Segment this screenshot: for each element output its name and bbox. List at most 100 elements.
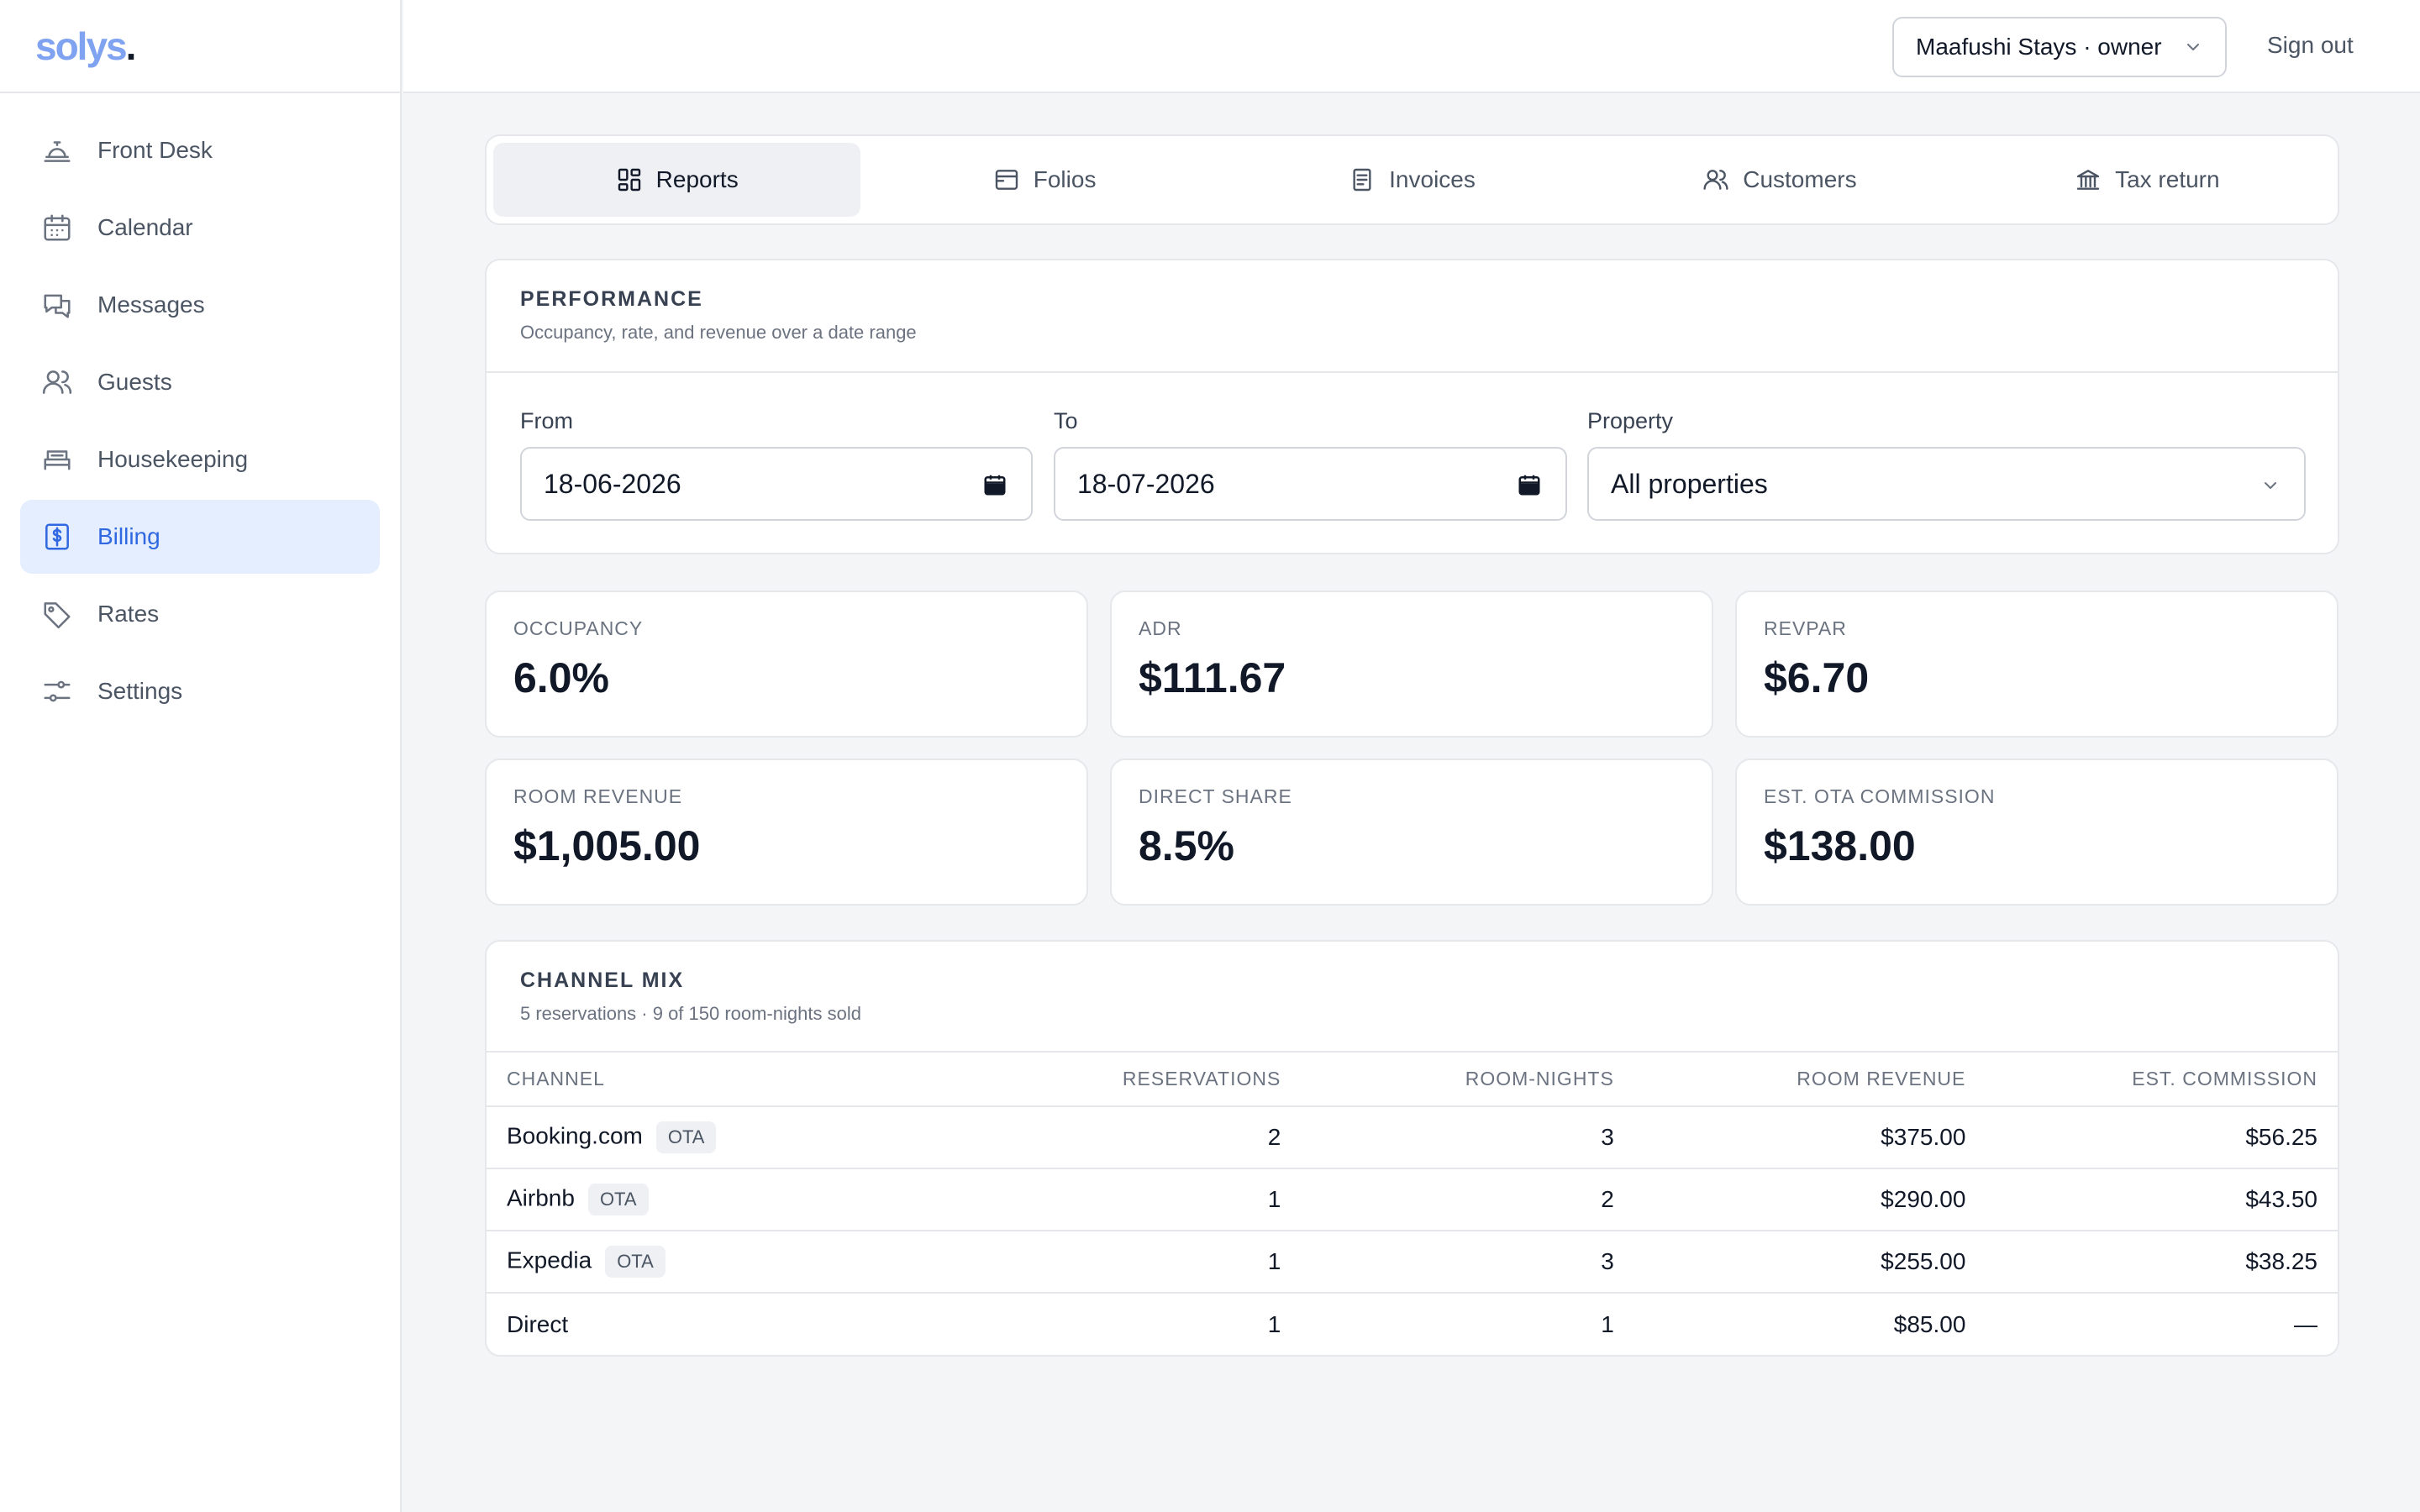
metric-label: EST. OTA COMMISSION (1764, 785, 1996, 807)
metric-label: DIRECT SHARE (1139, 785, 1292, 807)
sidebar-item-messages[interactable]: Messages (20, 268, 380, 342)
sidebar: solys. Front Desk Calendar Messages Gues… (0, 0, 402, 1512)
property-select[interactable]: All properties (1587, 447, 2306, 521)
table-row: Direct 1 1 $85.00 — (487, 1293, 2338, 1355)
calendar-icon[interactable] (982, 472, 1007, 497)
users-icon (40, 365, 74, 399)
sign-out-link[interactable]: Sign out (2267, 32, 2354, 58)
channel-mix-subtitle: 5 reservations · 9 of 150 room-nights so… (520, 1003, 861, 1024)
channel-name: Airbnb (507, 1184, 575, 1211)
ota-badge: OTA (587, 1184, 649, 1215)
from-date-value: 18-06-2026 (544, 468, 681, 499)
channel-mix-card: CHANNEL MIX 5 reservations · 9 of 150 ro… (485, 940, 2339, 1357)
room-revenue-cell: $85.00 (1893, 1310, 1966, 1337)
room-nights-cell: 1 (1601, 1310, 1614, 1337)
tab-label: Invoices (1389, 166, 1476, 192)
calendar-icon (40, 211, 74, 244)
bank-icon (2075, 166, 2102, 193)
commission-cell: $43.50 (1986, 1168, 2338, 1231)
tab-label: Folios (1033, 166, 1097, 192)
ota-badge: OTA (605, 1246, 666, 1278)
metric-card-ota-commission: EST. OTA COMMISSION $138.00 (1735, 759, 2338, 906)
account-selector-value: Maafushi Stays · owner (1916, 34, 2162, 60)
column-header-est-commission: EST. COMMISSION (1986, 1053, 2338, 1107)
metric-label: ROOM REVENUE (513, 785, 683, 807)
performance-header: PERFORMANCE Occupancy, rate, and revenue… (487, 260, 2338, 373)
sidebar-item-label: Billing (97, 523, 160, 549)
metric-card-direct-share: DIRECT SHARE 8.5% (1110, 759, 1713, 906)
room-nights-cell: 3 (1301, 1106, 1634, 1169)
column-header-room-revenue: ROOM REVENUE (1634, 1053, 1986, 1107)
bell-icon (40, 134, 74, 167)
tab-tax-return[interactable]: Tax return (1964, 143, 2331, 217)
from-label: From (520, 408, 573, 433)
tab-label: Tax return (2115, 166, 2220, 192)
metric-card-revpar: REVPAR $6.70 (1735, 591, 2338, 738)
account-selector[interactable]: Maafushi Stays · owner (1892, 17, 2227, 77)
tab-invoices[interactable]: Invoices (1228, 143, 1596, 217)
column-header-channel: CHANNEL (487, 1053, 1005, 1107)
calendar-icon[interactable] (1517, 472, 1542, 497)
sidebar-item-housekeeping[interactable]: Housekeeping (20, 423, 380, 496)
folio-icon (993, 166, 1020, 193)
brand-logo[interactable]: solys. (0, 0, 400, 93)
channel-mix-table: CHANNEL RESERVATIONS ROOM-NIGHTS ROOM RE… (487, 1053, 2338, 1355)
receipt-dollar-icon (40, 520, 74, 554)
channel-cell: Airbnb OTA (487, 1168, 1005, 1231)
channel-cell: Expedia OTA (487, 1231, 1005, 1294)
channel-name: Expedia (507, 1247, 592, 1273)
channel-cell: Booking.com OTA (487, 1106, 1005, 1169)
performance-title: PERFORMANCE (520, 287, 703, 311)
metric-value: $138.00 (1764, 822, 1916, 869)
reservations-cell: 1 (1267, 1310, 1281, 1337)
metric-label: OCCUPANCY (513, 617, 644, 639)
sidebar-item-billing[interactable]: Billing (20, 500, 380, 574)
metric-value: $111.67 (1139, 654, 1286, 701)
metric-value: 6.0% (513, 654, 609, 701)
commission-cell: $56.25 (1986, 1106, 2338, 1169)
sidebar-item-calendar[interactable]: Calendar (20, 191, 380, 265)
grid-icon (616, 166, 643, 193)
chevron-down-icon (2265, 482, 2276, 489)
table-row: Expedia OTA 1 3 $255.00 $38.25 (487, 1231, 2338, 1294)
tag-icon (40, 597, 74, 631)
from-date-input[interactable]: 18-06-2026 (520, 447, 1033, 521)
channel-name: Booking.com (507, 1122, 643, 1149)
room-nights-cell: 3 (1301, 1231, 1634, 1294)
metric-value: $1,005.00 (513, 822, 701, 869)
metric-label: ADR (1139, 617, 1182, 639)
table-row: Booking.com OTA 2 3 $375.00 $56.25 (487, 1106, 2338, 1169)
tab-label: Customers (1743, 166, 1857, 192)
sidebar-item-front-desk[interactable]: Front Desk (20, 113, 380, 187)
room-revenue-cell: $255.00 (1634, 1231, 1986, 1294)
channel-cell: Direct (487, 1293, 1005, 1355)
performance-subtitle: Occupancy, rate, and revenue over a date… (520, 322, 917, 343)
commission-cell: — (2294, 1310, 2317, 1337)
column-header-reservations: RESERVATIONS (1004, 1053, 1302, 1107)
sidebar-item-label: Housekeeping (97, 446, 249, 472)
tab-folios[interactable]: Folios (860, 143, 1228, 217)
document-icon (1349, 166, 1376, 193)
tab-reports[interactable]: Reports (493, 143, 861, 217)
tab-customers[interactable]: Customers (1596, 143, 1963, 217)
sidebar-item-guests[interactable]: Guests (20, 345, 380, 419)
sidebar-item-label: Front Desk (97, 137, 213, 163)
metric-label: REVPAR (1764, 617, 1847, 639)
ota-badge: OTA (655, 1121, 717, 1153)
sidebar-item-label: Messages (97, 291, 205, 318)
metric-card-adr: ADR $111.67 (1110, 591, 1713, 738)
table-header-row: CHANNEL RESERVATIONS ROOM-NIGHTS ROOM RE… (487, 1053, 2338, 1107)
sidebar-item-settings[interactable]: Settings (20, 654, 380, 728)
to-label: To (1054, 408, 1078, 433)
room-revenue-cell: $375.00 (1634, 1106, 1986, 1169)
property-label: Property (1587, 408, 1674, 433)
sidebar-item-label: Guests (97, 369, 172, 395)
channel-mix-header: CHANNEL MIX 5 reservations · 9 of 150 ro… (487, 942, 2338, 1053)
room-revenue-cell: $290.00 (1634, 1168, 1986, 1231)
to-date-input[interactable]: 18-07-2026 (1054, 447, 1567, 521)
sliders-icon (40, 675, 74, 708)
metric-value: 8.5% (1139, 822, 1234, 869)
sidebar-item-rates[interactable]: Rates (20, 577, 380, 651)
metric-card-occupancy: OCCUPANCY 6.0% (485, 591, 1088, 738)
reservations-cell: 1 (1004, 1231, 1302, 1294)
